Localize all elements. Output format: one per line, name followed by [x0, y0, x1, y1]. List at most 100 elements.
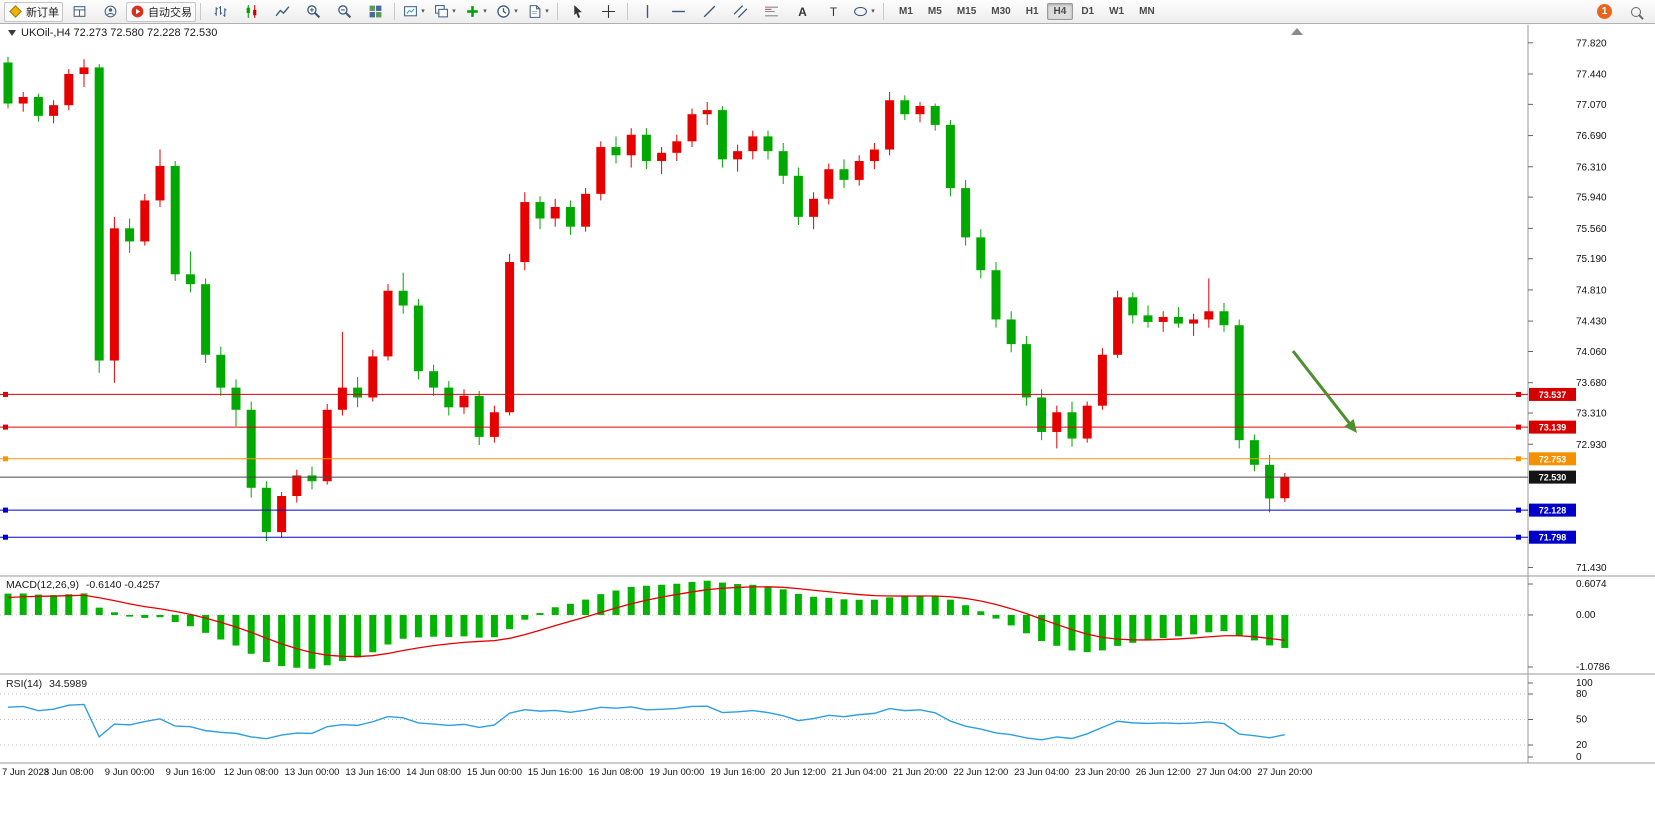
search-button[interactable] — [1621, 1, 1651, 23]
label-button[interactable]: T — [818, 1, 848, 23]
vertical-line-button[interactable] — [632, 1, 662, 23]
timeframe-H4[interactable]: H4 — [1046, 3, 1074, 20]
price-axis[interactable]: 77.820 77.440 77.070 76.690 76.310 75.940 75.5… — [1528, 38, 1607, 574]
fibonacci-button[interactable] — [756, 1, 786, 23]
line-handle[interactable] — [3, 534, 8, 540]
candle-body — [337, 387, 347, 410]
time-axis-label: 20 Jun 12:00 — [771, 767, 826, 778]
candle-body — [49, 105, 59, 116]
trendline-button[interactable] — [694, 1, 724, 23]
price-axis-label: 77.820 — [1576, 38, 1607, 49]
horizontal-line-button[interactable] — [663, 1, 693, 23]
crosshair-button[interactable] — [593, 1, 623, 23]
line-chart-button[interactable] — [267, 1, 297, 23]
macd-histogram-bar — [1266, 614, 1274, 646]
dropdown-caret[interactable]: ▾ — [545, 7, 549, 15]
line-handle[interactable] — [1516, 391, 1521, 397]
macd-histogram-bar — [1098, 614, 1106, 651]
candle-body — [140, 200, 150, 242]
macd-histogram-bar — [19, 593, 27, 615]
tile-windows-button[interactable] — [360, 1, 390, 23]
line-handle[interactable] — [3, 424, 8, 430]
candle-body — [520, 202, 530, 262]
timeframe-M15[interactable]: M15 — [956, 6, 977, 17]
trend-arrow[interactable] — [1291, 350, 1354, 429]
ohlc-bars-button[interactable] — [205, 1, 235, 23]
macd-histogram-bar — [658, 584, 666, 615]
time-axis-label: 19 Jun 00:00 — [649, 767, 704, 778]
candle-body — [1265, 464, 1275, 499]
profile-icon — [104, 5, 116, 18]
line-handle[interactable] — [1516, 424, 1521, 430]
macd-histogram-bar — [870, 599, 878, 615]
accounts-button[interactable] — [64, 1, 94, 23]
time-axis-label: 15 Jun 00:00 — [467, 767, 522, 778]
periods-button[interactable]: ▾ — [492, 1, 522, 23]
price-tag — [1529, 452, 1576, 466]
cursor-button[interactable] — [562, 1, 592, 23]
add-indicator-button[interactable]: ▾ — [461, 1, 491, 23]
macd-histogram-bar — [1007, 614, 1015, 626]
zoom-in-button[interactable] — [298, 1, 328, 23]
line-objects-layer[interactable]: 73.537 73.139 72.753 72.530 72.128 71.798 — [0, 28, 1576, 544]
candle-body — [854, 161, 864, 180]
macd-histogram-bar — [688, 581, 696, 615]
chart-shift-marker[interactable] — [1291, 28, 1303, 35]
notification-badge[interactable]: 1 — [1597, 4, 1612, 19]
line-handle[interactable] — [3, 391, 8, 397]
macd-histogram-bar — [50, 595, 58, 615]
candle-body — [702, 110, 712, 115]
timeframe-H1[interactable]: H1 — [1025, 6, 1039, 17]
line-handle[interactable] — [3, 507, 8, 513]
macd-histogram-bar — [597, 594, 605, 615]
zoom-in-icon — [306, 5, 320, 19]
line-handle[interactable] — [1516, 534, 1521, 540]
candle-body — [824, 169, 834, 199]
templates-button[interactable]: ▾ — [523, 1, 553, 23]
dropdown-caret[interactable]: ▾ — [514, 7, 518, 15]
candle-body — [1204, 311, 1214, 320]
timeframe-D1[interactable]: D1 — [1081, 6, 1095, 17]
macd-histogram-bar — [384, 614, 392, 645]
profile-button[interactable] — [95, 1, 125, 23]
timeframe-M30[interactable]: M30 — [991, 6, 1011, 17]
macd-histogram-bar — [217, 614, 225, 640]
zoom-out-button[interactable] — [329, 1, 359, 23]
time-axis-label: 9 Jun 00:00 — [105, 767, 155, 778]
candle-body — [155, 165, 165, 201]
shapes-button[interactable]: ▾ — [849, 1, 879, 23]
candle-body — [748, 136, 758, 152]
line-handle[interactable] — [1516, 456, 1521, 462]
macd-label: MACD(12,26,9) -0.6140 -0.4257 — [6, 579, 160, 591]
one-click-trading-icon[interactable] — [8, 30, 16, 36]
timeframe-M1[interactable]: M1 — [899, 6, 913, 17]
macd-histogram-bar — [141, 614, 149, 618]
timeframe-MN[interactable]: MN — [1139, 6, 1155, 17]
dropdown-caret[interactable]: ▾ — [483, 7, 487, 15]
macd-histogram-bar — [627, 586, 635, 615]
candlestick-button[interactable] — [236, 1, 266, 23]
chart-cascade-button[interactable]: ▾ — [430, 1, 460, 23]
dropdown-caret[interactable]: ▾ — [421, 7, 425, 15]
line-handle[interactable] — [3, 456, 8, 462]
channel-button[interactable] — [725, 1, 755, 23]
timeframe-M5[interactable]: M5 — [927, 6, 942, 17]
candle-body — [79, 67, 89, 74]
new-order-button[interactable]: 新订单 — [4, 1, 63, 22]
text-button[interactable]: A — [787, 1, 817, 23]
dropdown-caret[interactable]: ▾ — [452, 7, 456, 15]
price-tag — [1529, 387, 1576, 401]
line-handle[interactable] — [1516, 507, 1521, 513]
macd-histogram-bar — [536, 613, 544, 615]
auto-trading-button[interactable]: 自动交易 — [126, 1, 196, 22]
timeframe-W1[interactable]: W1 — [1109, 6, 1125, 17]
macd-histogram-bar — [566, 603, 574, 615]
macd-histogram-bar — [749, 584, 757, 615]
dropdown-caret[interactable]: ▾ — [871, 7, 875, 15]
trend-arrow-head[interactable] — [1344, 419, 1357, 433]
chart-forward-button[interactable]: ▾ — [399, 1, 429, 23]
candle-body — [170, 165, 180, 275]
price-axis-label: 76.310 — [1576, 162, 1607, 173]
